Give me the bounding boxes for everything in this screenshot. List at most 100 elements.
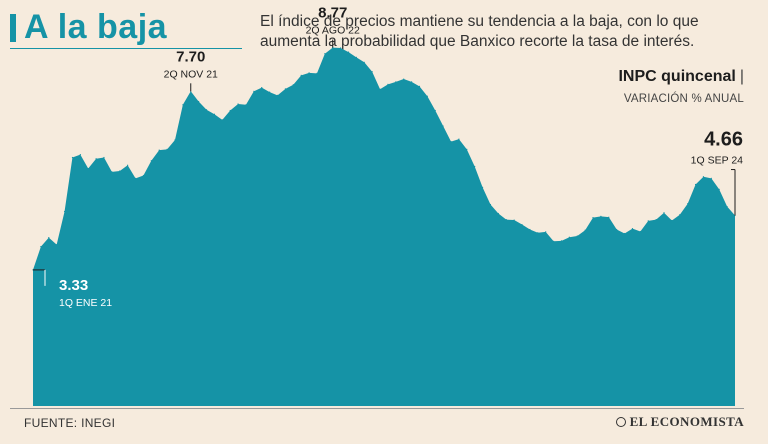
data-point xyxy=(647,220,649,222)
data-point xyxy=(292,84,294,86)
title-accent-bar xyxy=(10,14,16,42)
data-point xyxy=(174,139,176,141)
data-point xyxy=(213,113,216,115)
data-point xyxy=(671,219,673,222)
annotation-value: 7.70 xyxy=(176,48,205,65)
data-point xyxy=(687,203,689,205)
data-point xyxy=(229,109,231,112)
data-point xyxy=(655,219,657,221)
data-point xyxy=(261,87,263,89)
data-point xyxy=(324,53,326,55)
annotation-date: 2Q NOV 21 xyxy=(164,68,218,80)
annotation-date: 1Q ENE 21 xyxy=(59,297,112,309)
data-point xyxy=(182,104,184,106)
data-point xyxy=(466,148,468,150)
data-point xyxy=(87,167,89,170)
data-point xyxy=(482,186,484,188)
plot-area: 3.33 1Q ENE 21 7.70 2Q NOV 21 8.77 2Q AGO 22 4… xyxy=(32,5,743,406)
headline-underline xyxy=(10,48,242,49)
subtitle: El índice de precios mantiene su tendenc… xyxy=(260,13,699,50)
indicator-title-text: INPC quincenal xyxy=(618,68,736,85)
data-point xyxy=(71,156,74,159)
data-point xyxy=(205,109,208,111)
data-point xyxy=(284,88,286,90)
annotation-value: 3.33 xyxy=(59,277,88,294)
data-point xyxy=(545,231,547,233)
data-point xyxy=(387,83,389,85)
data-point xyxy=(679,214,681,216)
data-point xyxy=(340,47,342,49)
data-point xyxy=(379,88,381,90)
source-note: FUENTE: INEGI xyxy=(24,416,116,430)
data-point xyxy=(505,219,507,221)
footer-rule xyxy=(10,408,744,409)
data-point xyxy=(308,72,310,74)
inflation-area-series xyxy=(33,47,735,406)
data-point xyxy=(552,240,555,242)
data-point xyxy=(616,228,618,231)
data-point xyxy=(300,74,302,76)
annotation-date: 1Q SEP 24 xyxy=(691,155,744,167)
data-point xyxy=(426,95,428,97)
data-point xyxy=(166,148,168,150)
data-point xyxy=(63,210,66,213)
data-point xyxy=(56,243,58,246)
data-point xyxy=(521,223,523,226)
data-point xyxy=(513,219,515,221)
annotation-value: 8.77 xyxy=(318,5,347,22)
data-point xyxy=(276,94,279,96)
data-point xyxy=(568,236,570,238)
data-point xyxy=(134,177,137,179)
data-point xyxy=(79,154,81,156)
data-point xyxy=(403,78,405,80)
data-point xyxy=(237,103,239,105)
data-point xyxy=(537,232,539,234)
data-point xyxy=(119,170,121,172)
data-point xyxy=(198,100,200,103)
data-point xyxy=(710,177,712,179)
data-point xyxy=(395,81,397,83)
data-point xyxy=(702,176,705,178)
data-point xyxy=(40,246,42,248)
data-point xyxy=(418,85,421,87)
data-point xyxy=(694,183,697,186)
data-point xyxy=(474,165,476,168)
data-point xyxy=(663,212,665,214)
data-point xyxy=(316,72,318,74)
annotation-value: 4.66 xyxy=(704,129,743,151)
data-point xyxy=(560,240,563,242)
data-point xyxy=(158,149,160,151)
data-point xyxy=(592,216,594,219)
data-point xyxy=(434,109,436,112)
data-point xyxy=(718,188,720,190)
headline: A la baja xyxy=(24,8,168,46)
data-point xyxy=(355,56,357,58)
data-point xyxy=(576,235,578,237)
data-point xyxy=(269,91,271,93)
data-point xyxy=(442,125,444,127)
data-point xyxy=(458,138,460,140)
data-point xyxy=(127,164,129,166)
data-point xyxy=(363,61,365,63)
data-point xyxy=(726,205,728,208)
brand-name: EL ECONOMISTA xyxy=(629,414,744,429)
brand-logo: EL ECONOMISTA xyxy=(615,414,744,430)
data-point xyxy=(411,81,413,83)
data-point xyxy=(631,228,634,230)
data-point xyxy=(95,158,97,160)
data-point xyxy=(221,119,223,121)
data-point xyxy=(111,171,113,173)
data-point xyxy=(150,160,152,162)
data-point xyxy=(608,216,610,218)
data-point xyxy=(623,232,626,235)
indicator-title: INPC quincenal | xyxy=(618,68,744,86)
data-point xyxy=(48,237,50,239)
data-point xyxy=(529,228,531,231)
data-point xyxy=(253,90,255,92)
globe-icon xyxy=(615,417,626,427)
data-point xyxy=(450,140,452,143)
indicator-separator: | xyxy=(739,68,744,85)
annotation-date: 2Q AGO 22 xyxy=(306,25,360,37)
data-point xyxy=(600,215,602,217)
